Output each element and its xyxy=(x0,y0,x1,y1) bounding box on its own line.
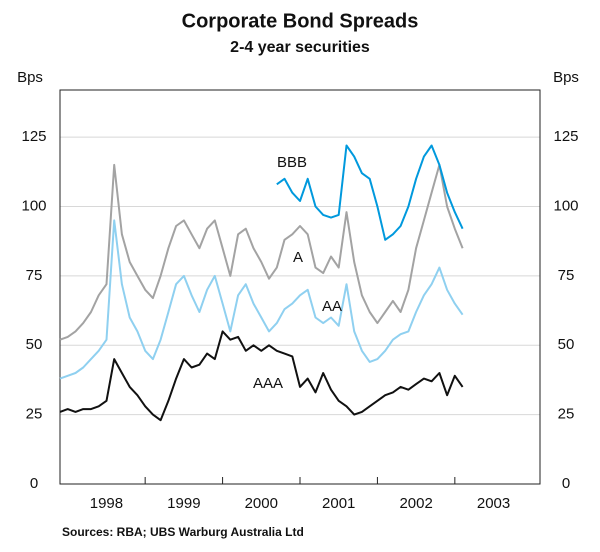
y2-tick-label: 50 xyxy=(558,336,575,353)
x-tick-label: 2003 xyxy=(477,495,510,512)
y2-tick-label: 125 xyxy=(553,128,578,145)
series-line xyxy=(59,163,464,341)
y2-axis-label: Bps xyxy=(553,69,579,86)
x-tick-label: 2002 xyxy=(399,495,432,512)
x-tick-label: 1998 xyxy=(90,495,123,512)
series-label: AA xyxy=(322,298,342,315)
y2-tick-label: 75 xyxy=(558,267,575,284)
y-tick-label: 0 xyxy=(30,475,38,492)
y-tick-label: 100 xyxy=(21,198,46,215)
y2-tick-label: 25 xyxy=(558,406,575,423)
x-tick-label: 2000 xyxy=(245,495,278,512)
y-tick-label: 125 xyxy=(21,128,46,145)
series-label: AAA xyxy=(253,375,283,392)
y-tick-label: 50 xyxy=(26,336,43,353)
x-tick-label: 2001 xyxy=(322,495,355,512)
series-label: BBB xyxy=(277,154,307,171)
source-note: Sources: RBA; UBS Warburg Australia Ltd xyxy=(62,525,304,539)
y2-tick-label: 0 xyxy=(562,475,570,492)
x-tick-label: 1999 xyxy=(167,495,200,512)
y-tick-label: 25 xyxy=(26,406,43,423)
y-tick-label: 75 xyxy=(26,267,43,284)
series-line xyxy=(276,144,464,241)
series-line xyxy=(59,330,464,422)
series-label: A xyxy=(293,249,303,266)
chart-title: Corporate Bond Spreads xyxy=(182,10,419,32)
plot-frame xyxy=(59,89,541,485)
chart-subtitle: 2-4 year securities xyxy=(230,39,370,56)
y-axis-label: Bps xyxy=(17,69,43,86)
series-line xyxy=(59,219,464,380)
y2-tick-label: 100 xyxy=(553,198,578,215)
